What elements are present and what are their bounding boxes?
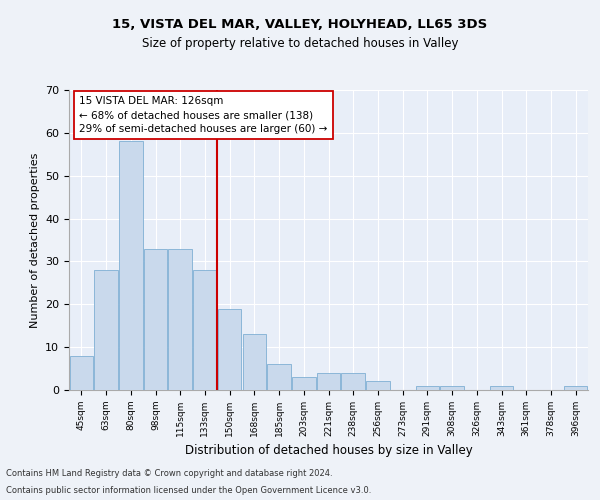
Text: 15 VISTA DEL MAR: 126sqm
← 68% of detached houses are smaller (138)
29% of semi-: 15 VISTA DEL MAR: 126sqm ← 68% of detach… [79, 96, 328, 134]
Bar [440, 386, 464, 390]
Text: Contains public sector information licensed under the Open Government Licence v3: Contains public sector information licen… [6, 486, 371, 495]
Bar [292, 377, 316, 390]
Bar [564, 386, 587, 390]
Bar [317, 373, 340, 390]
Bar [341, 373, 365, 390]
Bar [169, 248, 192, 390]
Bar [218, 308, 241, 390]
Text: Contains HM Land Registry data © Crown copyright and database right 2024.: Contains HM Land Registry data © Crown c… [6, 468, 332, 477]
X-axis label: Distribution of detached houses by size in Valley: Distribution of detached houses by size … [185, 444, 472, 458]
Text: Size of property relative to detached houses in Valley: Size of property relative to detached ho… [142, 38, 458, 51]
Bar [94, 270, 118, 390]
Bar [242, 334, 266, 390]
Bar [366, 382, 389, 390]
Bar [268, 364, 291, 390]
Bar [119, 142, 143, 390]
Bar [416, 386, 439, 390]
Text: 15, VISTA DEL MAR, VALLEY, HOLYHEAD, LL65 3DS: 15, VISTA DEL MAR, VALLEY, HOLYHEAD, LL6… [112, 18, 488, 30]
Bar [193, 270, 217, 390]
Y-axis label: Number of detached properties: Number of detached properties [29, 152, 40, 328]
Bar [490, 386, 513, 390]
Bar [144, 248, 167, 390]
Bar [70, 356, 93, 390]
